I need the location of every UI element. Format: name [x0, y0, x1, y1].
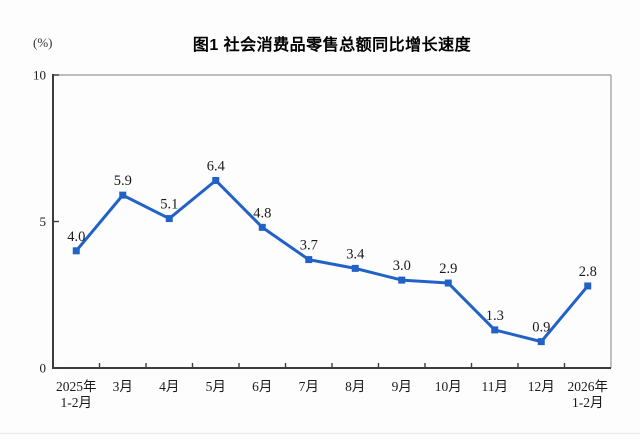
y-axis-unit-label: (%) — [33, 35, 53, 50]
x-tick-label: 7月 — [299, 379, 319, 394]
x-tick-label: 2025年 — [56, 379, 97, 394]
data-point-marker — [212, 176, 220, 184]
data-point-marker — [444, 279, 452, 287]
x-tick-label: 6月 — [252, 379, 272, 394]
x-tick-label: 10月 — [435, 379, 462, 394]
data-value-label: 3.4 — [346, 246, 365, 262]
data-value-label: 5.1 — [160, 197, 178, 213]
x-tick-label: 1-2月 — [61, 395, 93, 410]
data-point-marker — [351, 264, 359, 272]
data-point-marker — [537, 338, 545, 346]
y-tick-label: 5 — [40, 214, 47, 229]
x-tick-label: 11月 — [482, 379, 509, 394]
data-value-label: 3.0 — [393, 258, 411, 274]
series-line — [74, 178, 590, 344]
x-tick-label: 4月 — [159, 379, 179, 394]
y-tick-label: 0 — [40, 361, 47, 376]
data-value-label: 4.8 — [253, 205, 271, 221]
data-point-marker — [305, 256, 313, 264]
x-tick-label: 9月 — [392, 379, 412, 394]
data-value-label: 5.9 — [114, 173, 132, 189]
y-tick-label: 10 — [33, 68, 46, 83]
data-point-marker — [258, 223, 266, 231]
data-value-label: 3.7 — [300, 238, 318, 254]
data-value-label: 0.9 — [532, 320, 550, 336]
data-value-label: 1.3 — [486, 308, 504, 324]
chart-title: 图1 社会消费品零售总额同比增长速度 — [192, 37, 472, 54]
data-point-marker — [72, 247, 80, 255]
data-point-marker — [584, 282, 592, 290]
x-tick-label: 8月 — [345, 379, 365, 394]
data-value-label: 2.9 — [439, 261, 457, 277]
data-point-marker — [165, 215, 173, 223]
x-tick-label: 12月 — [528, 379, 555, 394]
x-tick-label: 2026年 — [568, 379, 609, 394]
data-point-marker — [398, 276, 406, 284]
data-value-label: 4.0 — [67, 229, 85, 245]
x-tick-label: 1-2月 — [572, 395, 604, 410]
data-point-marker — [491, 326, 499, 334]
data-point-marker — [119, 191, 127, 199]
x-tick-label: 5月 — [206, 379, 226, 394]
data-value-label: 6.4 — [207, 158, 226, 174]
data-value-label: 2.8 — [579, 264, 597, 280]
page-bottom-divider — [0, 433, 640, 434]
x-tick-label: 3月 — [113, 379, 133, 394]
